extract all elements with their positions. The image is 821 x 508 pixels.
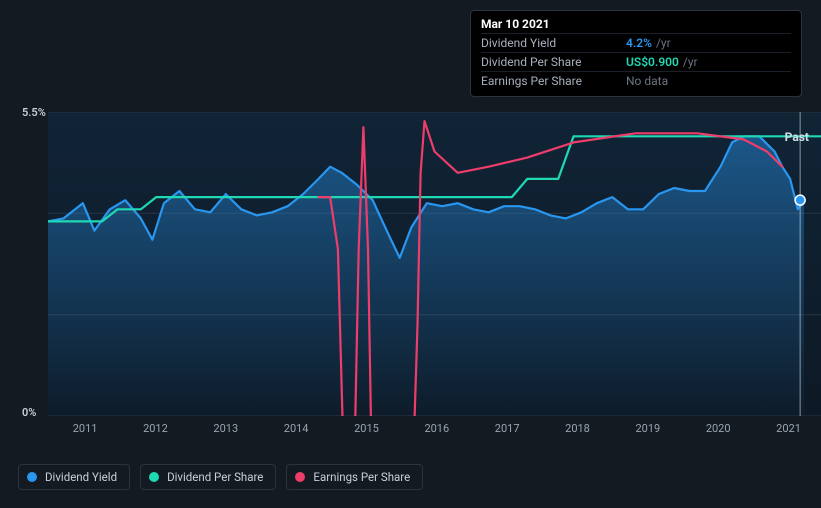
past-marker-label: Past [785,130,809,144]
x-axis-tick-label: 2017 [495,422,520,435]
x-axis-tick-label: 2016 [424,422,449,435]
x-axis-tick-label: 2013 [213,422,238,435]
tooltip-row-value: No data [626,74,668,88]
x-axis-tick-label: 2020 [706,422,731,435]
legend-dot-icon [27,472,37,482]
chart-plot [48,112,821,416]
tooltip-row: Earnings Per ShareNo data [481,71,791,90]
x-axis-tick-label: 2011 [73,422,98,435]
x-axis-tick-label: 2021 [776,422,801,435]
tooltip-rows: Dividend Yield4.2%/yrDividend Per ShareU… [481,33,791,90]
legend-label: Dividend Per Share [167,470,263,484]
legend-dot-icon [295,472,305,482]
x-axis-tick-label: 2014 [284,422,309,435]
y-axis-min-label: 0% [22,406,36,419]
tooltip-row: Dividend Per ShareUS$0.900/yr [481,52,791,71]
legend-item-earnings-per-share[interactable]: Earnings Per Share [286,464,423,490]
legend-item-dividend-per-share[interactable]: Dividend Per Share [140,464,276,490]
hover-tooltip: Mar 10 2021 Dividend Yield4.2%/yrDividen… [470,10,802,97]
x-axis-tick-label: 2012 [143,422,168,435]
tooltip-row-label: Earnings Per Share [481,74,626,88]
x-axis-labels: 2011 2012 2013 2014 2015 2016 2017 2018 2019 2020… [48,422,821,442]
chart-legend: Dividend Yield Dividend Per Share Earnings… [18,464,423,490]
tooltip-row-value: 4.2% [626,36,652,50]
x-axis-tick-label: 2018 [565,422,590,435]
legend-item-dividend-yield[interactable]: Dividend Yield [18,464,130,490]
y-axis-max-label: 5.5% [22,106,46,119]
tooltip-date: Mar 10 2021 [481,17,791,33]
x-axis-tick-label: 2015 [354,422,379,435]
tooltip-row: Dividend Yield4.2% /yr [481,33,791,52]
legend-label: Dividend Yield [45,470,117,484]
x-axis-tick-label: 2019 [635,422,660,435]
tooltip-row-unit: /yr [656,36,671,50]
chart-container: Mar 10 2021 Dividend Yield4.2%/yrDividen… [0,0,821,508]
tooltip-row-value: US$0.900 [626,55,679,69]
legend-dot-icon [149,472,159,482]
tooltip-row-unit: /yr [683,55,698,69]
legend-label: Earnings Per Share [313,470,410,484]
tooltip-row-label: Dividend Per Share [481,55,626,69]
tooltip-row-label: Dividend Yield [481,36,626,50]
